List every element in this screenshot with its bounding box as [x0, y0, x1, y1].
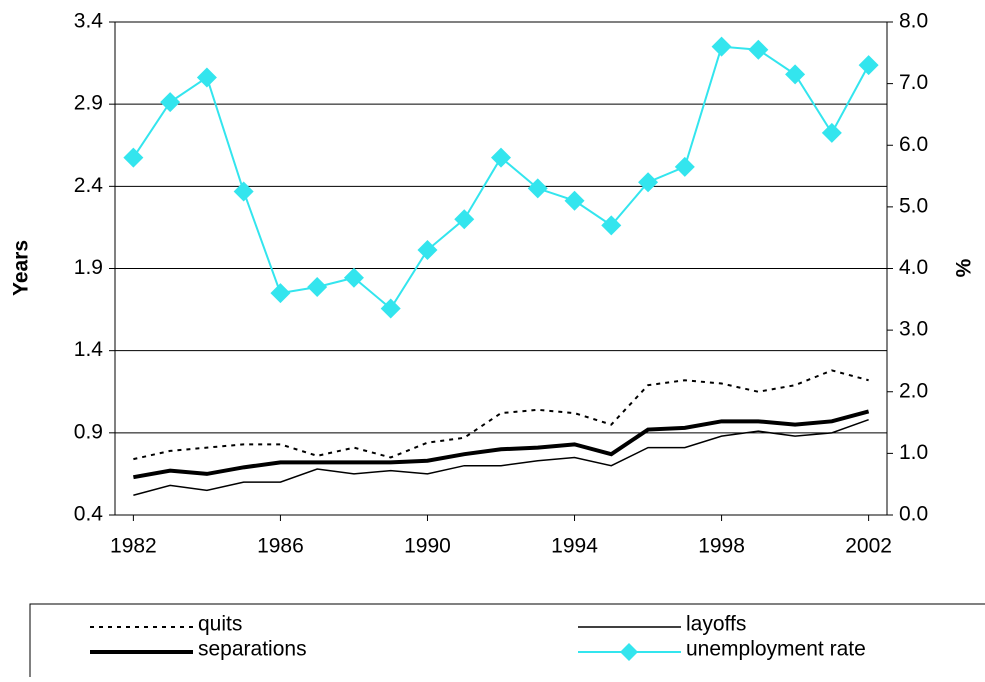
legend-label: unemployment rate: [686, 638, 866, 661]
marker: [601, 215, 622, 236]
y-tick-label: 1.9: [74, 256, 103, 279]
y2-tick-label: 0.0: [899, 503, 928, 526]
y-tick-label: 2.4: [74, 174, 104, 197]
y2-tick-label: 7.0: [899, 71, 928, 94]
marker: [491, 147, 511, 168]
marker: [343, 267, 364, 288]
y2-axis-title: %: [953, 258, 976, 277]
marker: [417, 240, 438, 261]
marker: [711, 36, 732, 57]
x-tick-label: 1990: [404, 535, 451, 558]
marker: [674, 156, 695, 177]
x-tick-label: 1998: [698, 535, 745, 558]
marker: [270, 283, 291, 304]
legend-marker: [620, 643, 638, 661]
y-axis-title: Years: [10, 240, 33, 296]
y2-tick-label: 3.0: [899, 318, 928, 341]
series-line: [133, 369, 869, 461]
marker: [785, 64, 806, 85]
y2-tick-label: 5.0: [899, 194, 928, 217]
marker: [160, 92, 181, 113]
legend-label: layoffs: [686, 613, 746, 636]
marker: [858, 55, 879, 76]
y2-tick-label: 2.0: [899, 379, 928, 402]
x-tick-label: 2002: [845, 535, 892, 558]
legend-box: [29, 603, 985, 682]
marker: [564, 190, 585, 211]
legend-label: separations: [198, 638, 307, 661]
series-line: [133, 418, 869, 497]
y2-tick-label: 8.0: [899, 10, 928, 33]
y-tick-label: 3.4: [74, 10, 104, 33]
marker: [748, 39, 769, 60]
y2-tick-label: 4.0: [899, 256, 928, 279]
x-tick-label: 1986: [257, 535, 304, 558]
marker: [307, 276, 328, 297]
legend-label: quits: [198, 613, 242, 636]
series-line: [133, 409, 870, 480]
marker: [233, 181, 254, 202]
x-tick-label: 1994: [551, 535, 598, 558]
marker: [821, 122, 842, 143]
y-tick-label: 0.9: [74, 420, 103, 443]
y2-tick-label: 1.0: [899, 441, 928, 464]
marker: [454, 209, 475, 230]
x-tick-label: 1982: [110, 535, 157, 558]
y-tick-label: 0.4: [74, 503, 104, 526]
plot-frame: [114, 21, 888, 516]
y-tick-label: 1.4: [74, 338, 104, 361]
y2-tick-label: 6.0: [899, 133, 928, 156]
marker: [638, 172, 659, 193]
marker: [380, 298, 401, 319]
marker: [196, 67, 217, 88]
marker: [527, 178, 548, 199]
marker: [123, 147, 144, 168]
y-tick-label: 2.9: [74, 92, 103, 115]
series-line: [132, 45, 870, 311]
